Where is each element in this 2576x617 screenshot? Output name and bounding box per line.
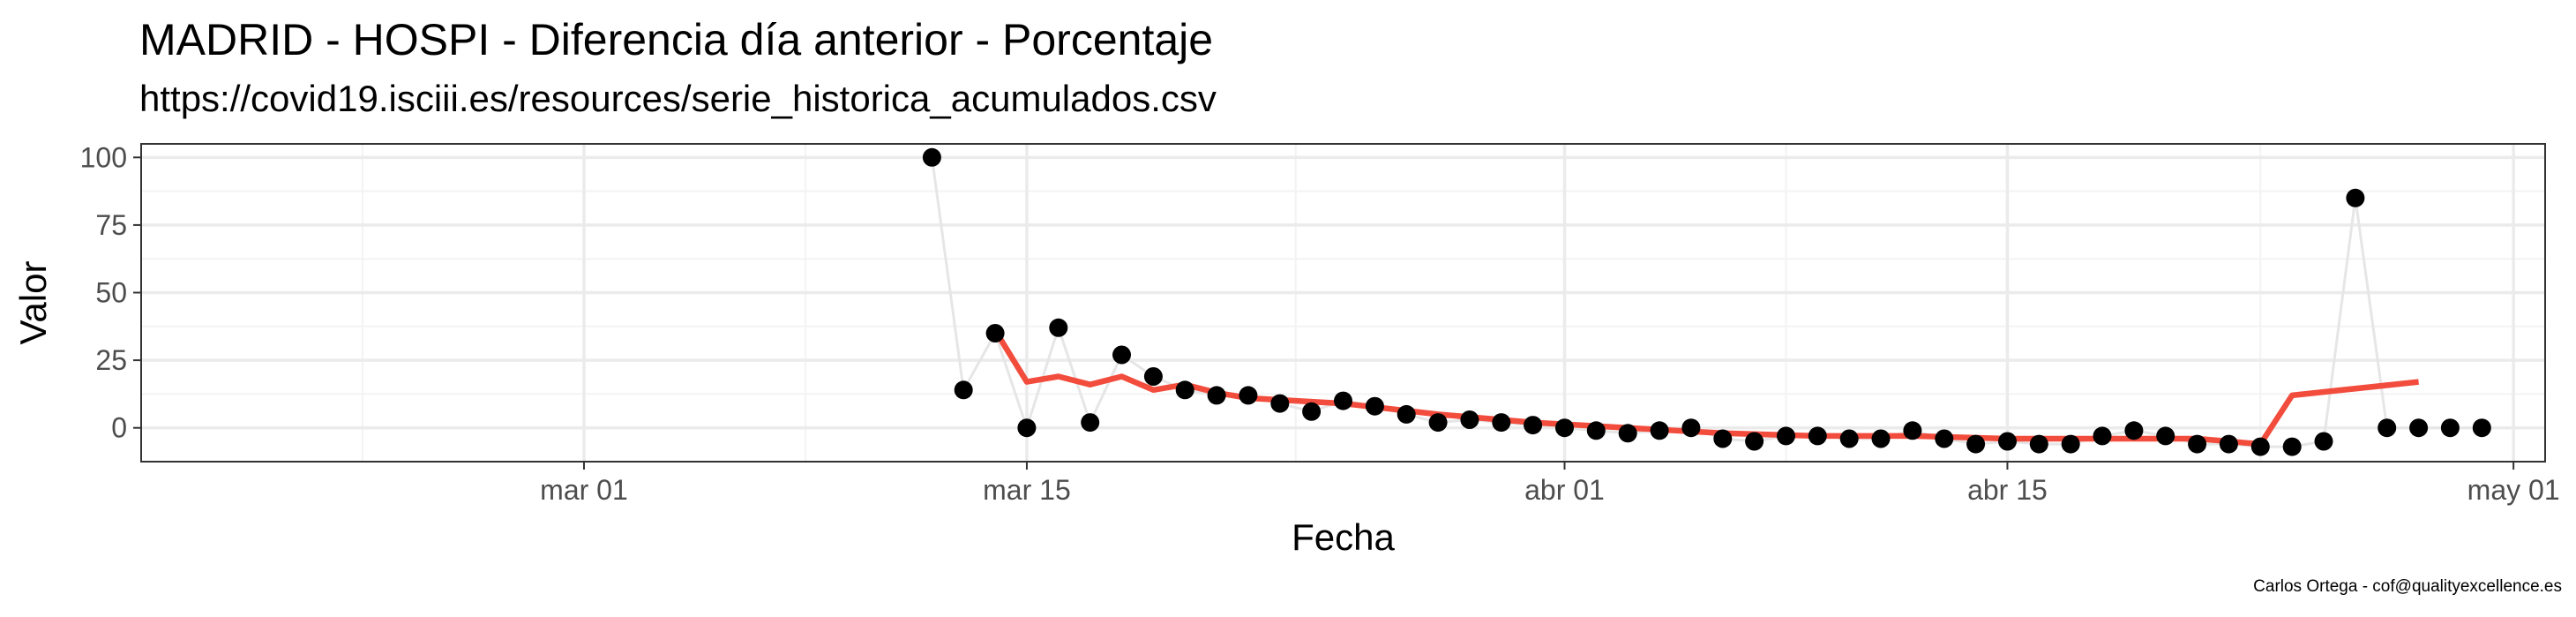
data-point — [1555, 418, 1574, 438]
data-point — [2061, 434, 2080, 454]
x-tick-label: abr 01 — [1524, 474, 1605, 506]
data-point — [922, 147, 941, 167]
y-tick-label: 25 — [95, 344, 127, 376]
data-point — [1713, 429, 1733, 448]
y-axis-ticks: 0 25 50 75 100 — [80, 141, 141, 444]
data-point — [1998, 432, 2017, 451]
y-tick-label: 100 — [80, 141, 127, 173]
connector-line — [930, 157, 2482, 448]
data-point — [1081, 413, 1100, 433]
data-point — [1524, 416, 1543, 435]
data-point — [985, 324, 1005, 342]
data-point — [1586, 421, 1606, 440]
data-point — [1207, 386, 1226, 405]
data-point — [1428, 413, 1448, 433]
data-point — [2314, 432, 2333, 451]
data-point — [2282, 437, 2302, 456]
x-tick-label: abr 15 — [1967, 474, 2048, 506]
x-tick-label: mar 01 — [540, 474, 628, 506]
y-tick-label: 0 — [111, 412, 127, 444]
data-point — [1112, 345, 1131, 365]
data-point — [2188, 434, 2207, 454]
data-point — [1871, 429, 1891, 448]
data-point — [1681, 418, 1701, 438]
data-point — [1460, 410, 1479, 429]
grid-lines — [141, 144, 2545, 462]
chart-caption: Carlos Ortega - cof@qualityexcellence.es — [2253, 577, 2562, 596]
y-tick-label: 75 — [95, 209, 127, 241]
data-point — [1808, 426, 1827, 446]
y-axis-title: Valor — [12, 261, 54, 345]
data-point — [2440, 418, 2460, 438]
data-point — [1777, 426, 1795, 446]
data-point — [1175, 380, 1194, 400]
panel-border — [140, 143, 2546, 463]
data-point — [2250, 437, 2270, 456]
points-layer — [922, 147, 2491, 456]
data-point — [1966, 434, 1986, 454]
data-point — [2124, 421, 2144, 440]
data-point — [1365, 396, 1384, 416]
data-point — [1143, 367, 1163, 386]
smooth-line — [992, 328, 2419, 448]
connector-line-layer — [930, 157, 2482, 448]
data-point — [1650, 421, 1669, 440]
data-point — [1839, 429, 1859, 448]
data-point — [1334, 391, 1352, 410]
data-point — [2378, 418, 2397, 438]
x-tick-label: may 01 — [2467, 474, 2560, 506]
y-tick-label: 50 — [95, 277, 127, 309]
data-point — [1397, 404, 1416, 424]
x-tick-label: mar 15 — [983, 474, 1071, 506]
smooth-line-layer — [992, 328, 2419, 448]
x-axis-ticks: mar 01 mar 15 abr 01 abr 15 may 01 — [540, 462, 2560, 506]
x-axis-title: Fecha — [1292, 516, 1395, 558]
data-point — [1492, 413, 1511, 433]
data-point — [1745, 432, 1764, 451]
data-point — [1239, 386, 1258, 405]
data-point — [2409, 418, 2429, 438]
data-point — [2472, 418, 2491, 438]
data-point — [954, 380, 973, 400]
data-point — [2156, 426, 2175, 446]
data-point — [1049, 318, 1068, 337]
chart-title: MADRID - HOSPI - Diferencia día anterior… — [139, 15, 1214, 64]
data-point — [1017, 418, 1037, 438]
data-point — [1618, 424, 1637, 443]
data-point — [1302, 402, 1322, 421]
data-point — [1935, 429, 1954, 448]
data-point — [2093, 426, 2112, 446]
data-point — [1270, 394, 1290, 413]
data-point — [2029, 434, 2048, 454]
data-point — [2219, 434, 2238, 454]
data-point — [1903, 421, 1922, 440]
chart-subtitle: https://covid19.isciii.es/resources/seri… — [139, 78, 1217, 119]
data-point — [2346, 188, 2365, 207]
